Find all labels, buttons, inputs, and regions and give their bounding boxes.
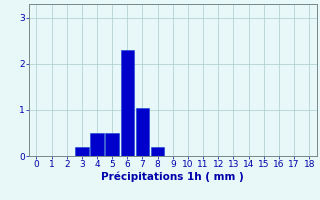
Bar: [121, 50, 134, 156]
Bar: [105, 133, 119, 156]
Bar: [90, 133, 104, 156]
Bar: [75, 147, 89, 156]
X-axis label: Précipitations 1h ( mm ): Précipitations 1h ( mm ): [101, 172, 244, 182]
Bar: [136, 108, 149, 156]
Bar: [151, 147, 164, 156]
